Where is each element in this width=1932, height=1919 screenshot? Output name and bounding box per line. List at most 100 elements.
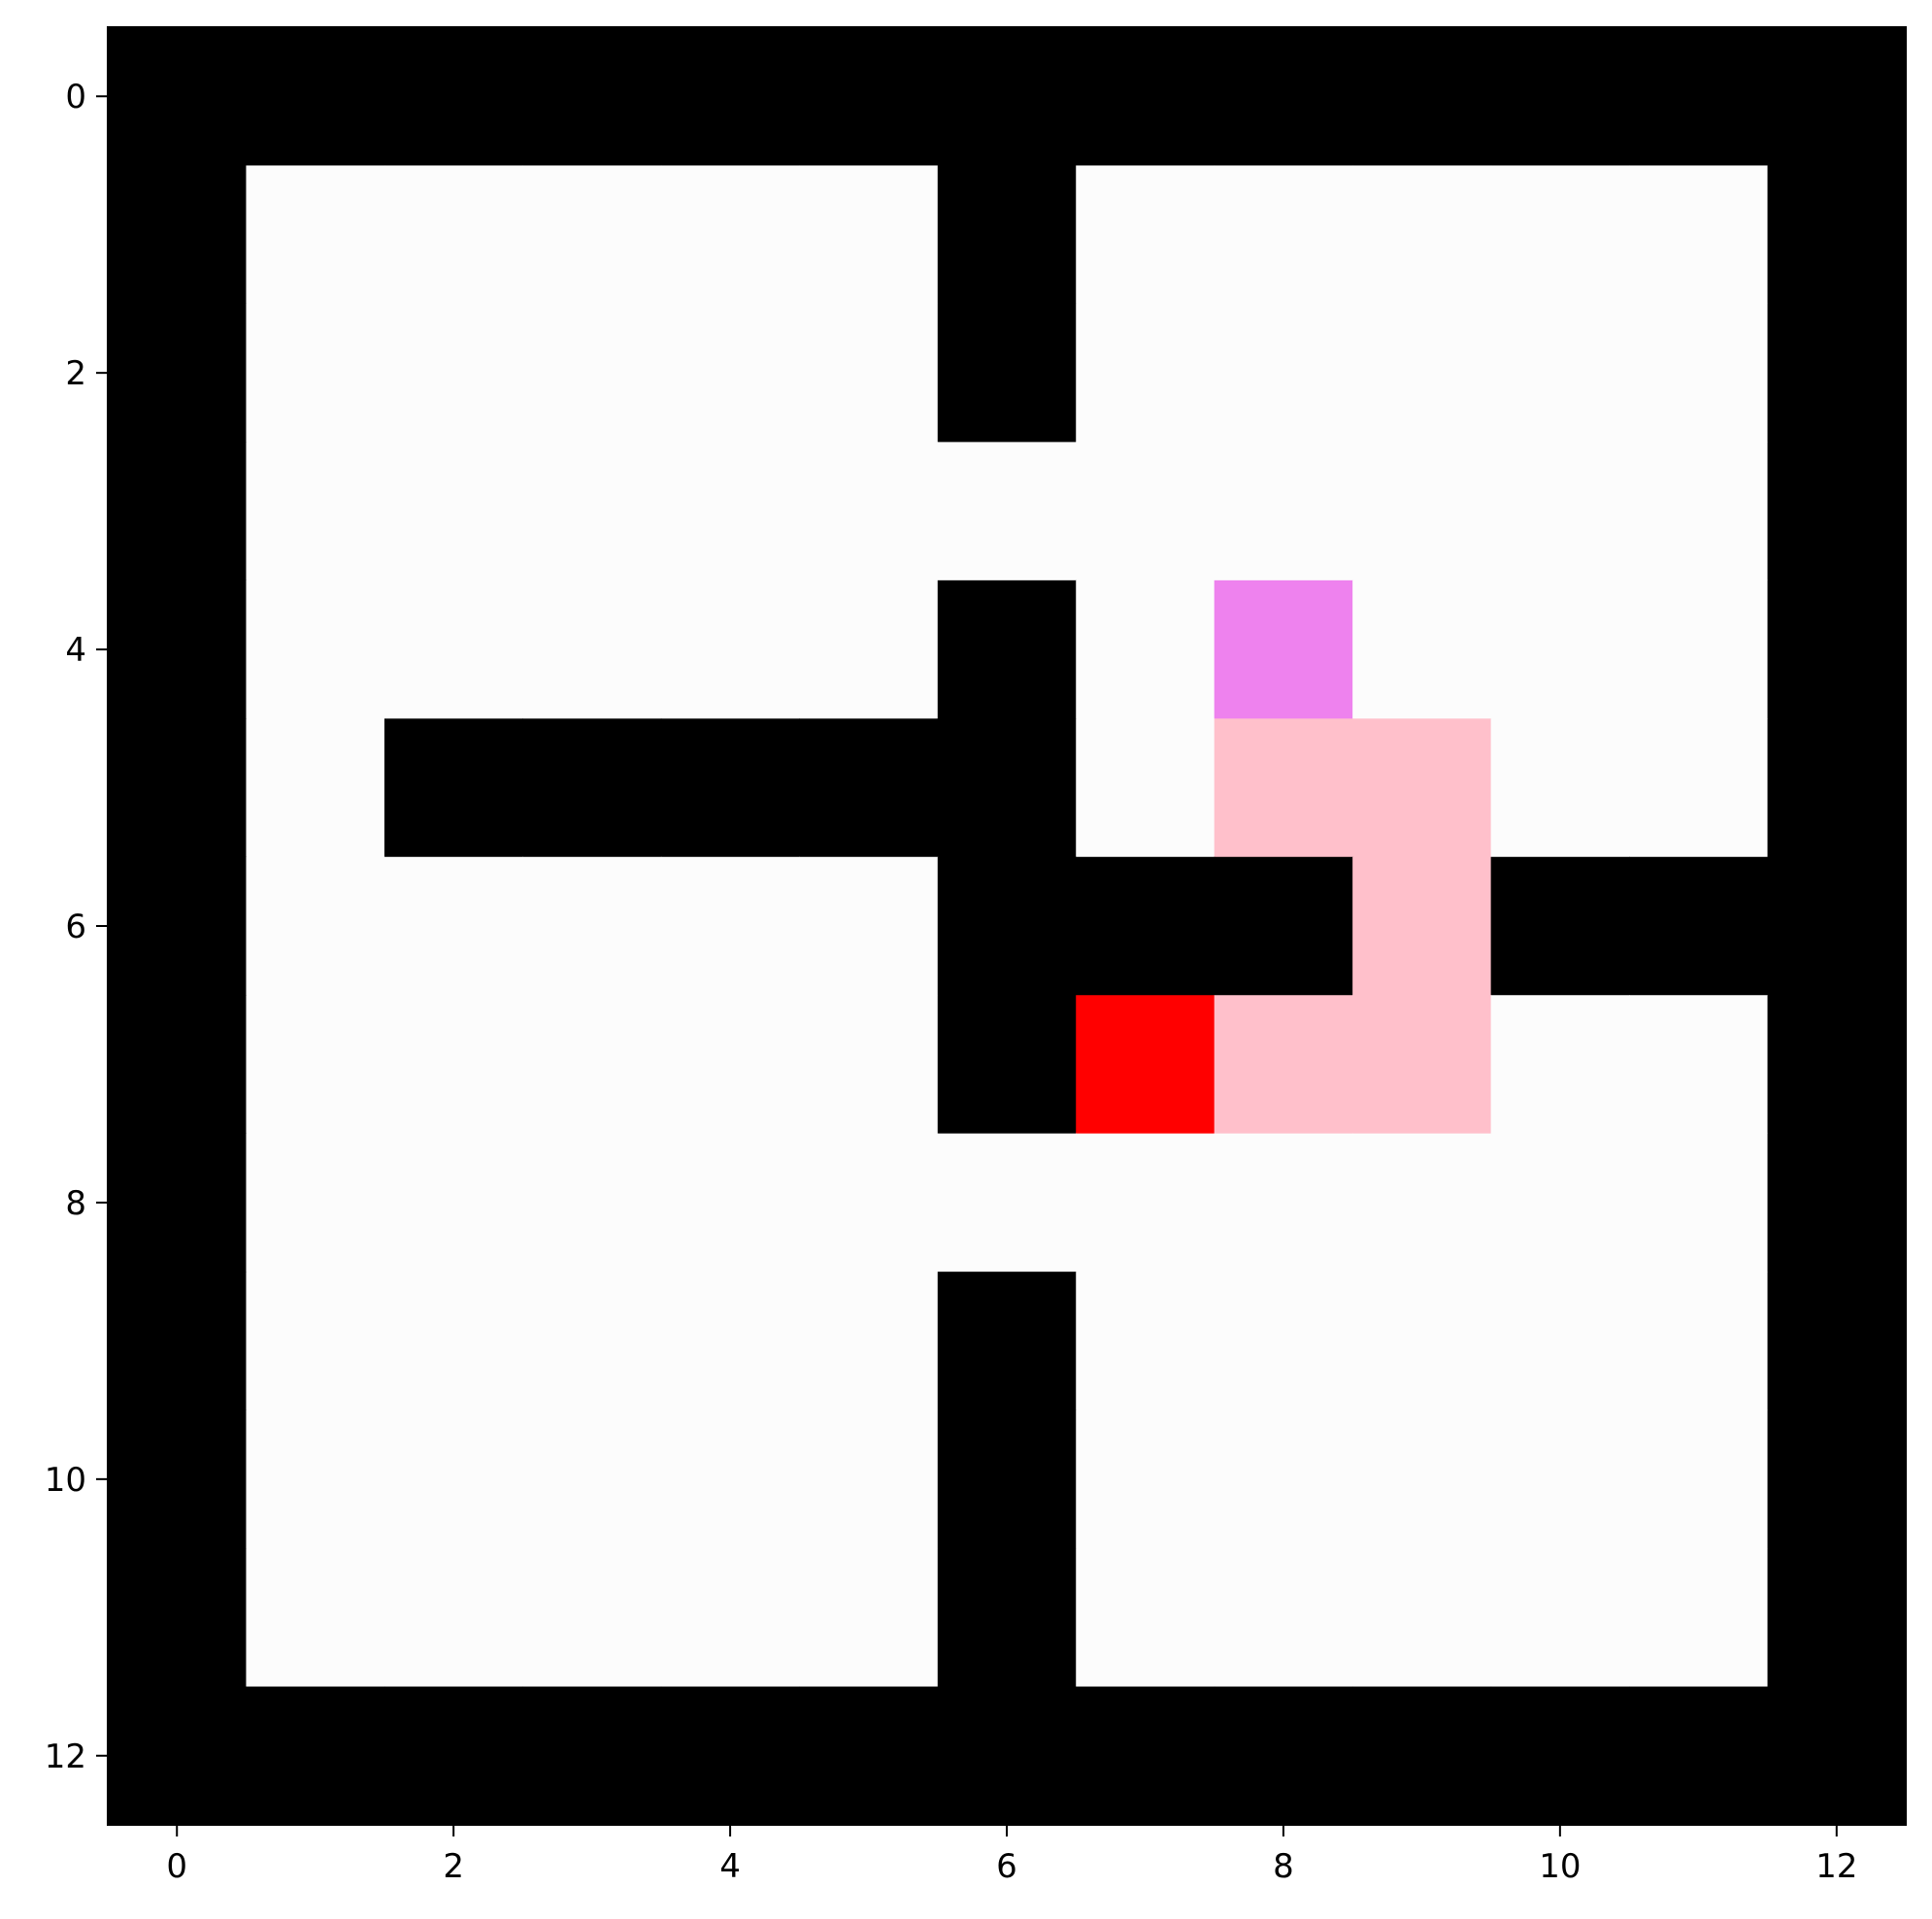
cell-trail — [1214, 718, 1353, 858]
cell-floor — [799, 1409, 939, 1549]
cell-floor — [246, 1272, 385, 1411]
x-tick-label: 2 — [443, 1847, 464, 1886]
cell-floor — [1629, 1548, 1769, 1688]
cell-floor — [383, 442, 523, 581]
cell-wall — [108, 442, 248, 581]
cell-wall — [660, 1686, 800, 1826]
cell-floor — [1490, 1548, 1630, 1688]
cell-floor — [660, 995, 800, 1135]
cell-agent — [1076, 995, 1216, 1135]
cell-floor — [246, 1133, 385, 1273]
cell-wall — [383, 27, 523, 167]
cell-floor — [937, 1133, 1077, 1273]
cell-floor — [660, 442, 800, 581]
maze-grid — [108, 27, 1907, 1826]
cell-floor — [1490, 1133, 1630, 1273]
cell-floor — [1352, 1272, 1492, 1411]
cell-floor — [1076, 165, 1216, 305]
cell-wall — [246, 1686, 385, 1826]
cell-wall — [246, 27, 385, 167]
cell-wall — [937, 1686, 1077, 1826]
cell-wall — [522, 718, 662, 858]
cell-wall — [383, 718, 523, 858]
cell-wall — [108, 303, 248, 443]
cell-wall — [383, 1686, 523, 1826]
x-tick-label: 0 — [166, 1847, 187, 1886]
cell-wall — [1490, 1686, 1630, 1826]
cell-wall — [1767, 1133, 1907, 1273]
cell-wall — [1629, 1686, 1769, 1826]
cell-floor — [246, 856, 385, 996]
y-tick-label: 4 — [65, 631, 86, 670]
cell-floor — [1352, 442, 1492, 581]
cell-floor — [522, 303, 662, 443]
cell-floor — [383, 1548, 523, 1688]
cell-wall — [1076, 27, 1216, 167]
cell-wall — [660, 27, 800, 167]
cell-floor — [1076, 1133, 1216, 1273]
y-tick-label: 12 — [45, 1737, 86, 1776]
cell-wall — [1767, 579, 1907, 719]
cell-floor — [660, 303, 800, 443]
cell-floor — [1490, 1272, 1630, 1411]
cell-wall — [1767, 165, 1907, 305]
cell-floor — [799, 579, 939, 719]
cell-floor — [383, 856, 523, 996]
cell-trail — [1352, 718, 1492, 858]
cell-floor — [799, 442, 939, 581]
cell-floor — [1076, 1548, 1216, 1688]
cell-floor — [246, 1409, 385, 1549]
cell-floor — [1629, 579, 1769, 719]
cell-floor — [1490, 718, 1630, 858]
cell-wall — [108, 27, 248, 167]
cell-floor — [1352, 303, 1492, 443]
cell-floor — [1490, 165, 1630, 305]
cell-floor — [246, 579, 385, 719]
cell-floor — [1629, 442, 1769, 581]
cell-floor — [1214, 1548, 1353, 1688]
cell-wall — [108, 1409, 248, 1549]
cell-floor — [1629, 303, 1769, 443]
cell-floor — [660, 165, 800, 305]
cell-wall — [1767, 856, 1907, 996]
cell-wall — [1629, 856, 1769, 996]
cell-wall — [1767, 27, 1907, 167]
cell-floor — [1629, 1272, 1769, 1411]
cell-floor — [383, 995, 523, 1135]
cell-wall — [937, 1272, 1077, 1411]
cell-floor — [383, 1133, 523, 1273]
cell-wall — [937, 1409, 1077, 1549]
cell-floor — [1490, 579, 1630, 719]
cell-floor — [660, 1133, 800, 1273]
cell-floor — [660, 856, 800, 996]
cell-floor — [522, 856, 662, 996]
cell-wall — [1767, 442, 1907, 581]
cell-wall — [1214, 1686, 1353, 1826]
cell-floor — [383, 1272, 523, 1411]
cell-floor — [660, 1409, 800, 1549]
cell-wall — [1490, 27, 1630, 167]
cell-floor — [1629, 165, 1769, 305]
y-tick-label: 0 — [65, 78, 86, 116]
cell-floor — [1629, 1133, 1769, 1273]
cell-wall — [937, 27, 1077, 167]
cell-wall — [1767, 1409, 1907, 1549]
cell-floor — [1214, 303, 1353, 443]
cell-wall — [108, 1272, 248, 1411]
cell-floor — [246, 1548, 385, 1688]
cell-floor — [660, 1272, 800, 1411]
cell-wall — [799, 1686, 939, 1826]
cell-wall — [1629, 27, 1769, 167]
cell-floor — [246, 165, 385, 305]
y-axis: 0 2 4 6 8 10 12 — [45, 78, 108, 1776]
cell-floor — [1352, 579, 1492, 719]
cell-floor — [522, 995, 662, 1135]
cell-floor — [246, 303, 385, 443]
cell-wall — [108, 165, 248, 305]
cell-wall — [522, 1686, 662, 1826]
cell-wall — [1767, 995, 1907, 1135]
y-tick-label: 10 — [45, 1461, 86, 1500]
cell-floor — [1214, 1409, 1353, 1549]
cell-wall — [937, 718, 1077, 858]
cell-wall — [1767, 718, 1907, 858]
